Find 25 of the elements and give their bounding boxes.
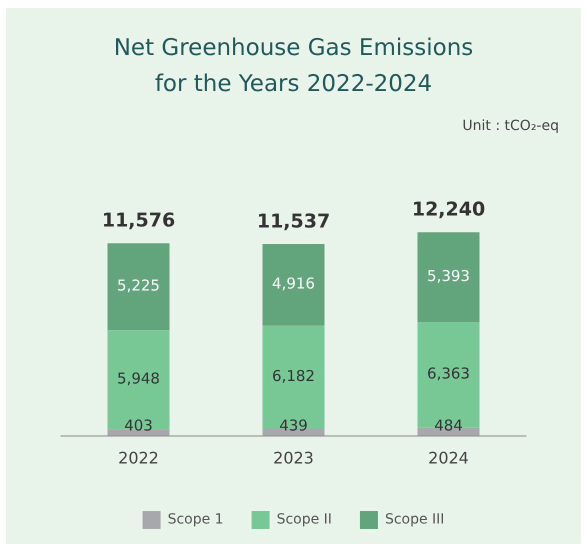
- bar: [108, 243, 170, 330]
- data-label: 4,916: [272, 274, 315, 293]
- total-label: 11,537: [256, 210, 330, 232]
- x-tick-label: 2024: [428, 448, 469, 468]
- data-label: 5,393: [427, 266, 470, 285]
- bar: [108, 330, 170, 430]
- chart-title: Net Greenhouse Gas Emissions for the Years 2022-2024: [112, 34, 474, 99]
- data-label: 6,182: [272, 366, 315, 385]
- x-tick-label: 2022: [118, 448, 159, 468]
- legend-label: Scope II: [276, 512, 332, 528]
- legend-label: Scope III: [384, 512, 444, 528]
- legend-label: Scope 1: [168, 512, 224, 528]
- total-label: 12,240: [412, 198, 486, 221]
- data-label: 439: [279, 416, 308, 435]
- bar: [418, 232, 480, 322]
- x-tick-label: 2023: [273, 448, 314, 468]
- text: Unit : tCO₂-eq: [462, 118, 559, 134]
- total-label: 11,576: [102, 210, 176, 232]
- data-label: 484: [434, 416, 463, 435]
- data-label: 5,948: [117, 370, 160, 388]
- data-label: 5,225: [117, 276, 160, 295]
- data-label: 6,363: [427, 364, 470, 383]
- bar: [108, 429, 170, 436]
- bar: [262, 244, 324, 326]
- data-label: 403: [124, 416, 153, 435]
